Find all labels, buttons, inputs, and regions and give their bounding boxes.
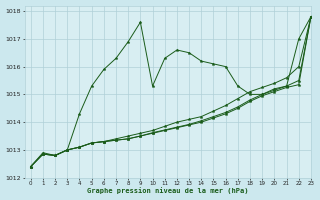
X-axis label: Graphe pression niveau de la mer (hPa): Graphe pression niveau de la mer (hPa) <box>87 188 249 194</box>
